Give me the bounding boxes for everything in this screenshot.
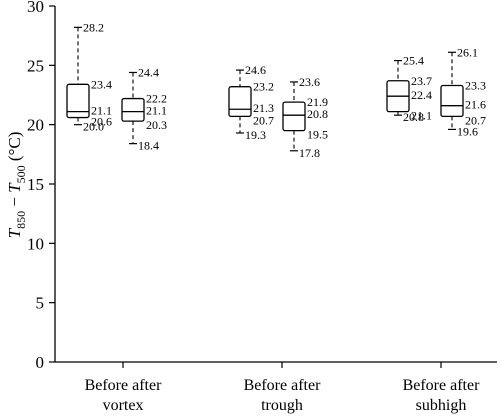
y-tick-label: 30 (27, 0, 44, 16)
svg-text:T850 − T500 (°C): T850 − T500 (°C) (5, 132, 28, 239)
interquartile-box (282, 101, 306, 132)
min-value-label: 17.8 (299, 146, 320, 160)
x-group-label-line1: Before after (403, 377, 481, 394)
max-value-label: 24.6 (245, 63, 266, 77)
q1-value-label: 20.3 (146, 118, 167, 132)
q1-value-label: 21.1 (411, 109, 432, 123)
interquartile-box (66, 83, 90, 119)
q3-value-label: 23.2 (253, 80, 274, 94)
q3-value-label: 21.9 (307, 95, 328, 109)
x-group-label-line1: Before after (244, 377, 322, 394)
interquartile-box (440, 84, 464, 118)
q1-value-label: 20.7 (253, 113, 274, 127)
interquartile-box (121, 97, 145, 122)
max-value-label: 25.4 (403, 54, 424, 68)
y-tick-label: 15 (27, 175, 44, 194)
box-plot-before: 25.4 23.722.4 21.120.8 (386, 54, 432, 124)
interquartile-box (228, 86, 252, 118)
q1-value-label: 20.6 (91, 115, 112, 129)
x-axis-labels: Before after vortex Before after trough Befo… (85, 362, 481, 414)
q1-value-label: 20.7 (465, 113, 486, 127)
x-group-label-line2: vortex (103, 397, 144, 414)
y-tick-label: 25 (27, 56, 44, 75)
box-plot-after: 24.4 22.221.120.3 18.4 (121, 65, 167, 153)
max-value-label: 28.2 (83, 20, 104, 34)
box-plot-before: 24.6 23.2 21.320.719.3 (228, 63, 274, 142)
box-plot-after: 26.1 23.3 21.620.719.6 (440, 45, 486, 138)
box-plot-before: 28.2 23.4 21.120.620.0 (66, 20, 112, 134)
min-value-label: 18.4 (138, 139, 159, 153)
x-group-label-line2: subhigh (416, 397, 467, 414)
y-tick-label: 20 (27, 116, 44, 135)
box-plot-after: 23.6 21.920.8 19.5 17.8 (282, 75, 328, 160)
median-value-label: 21.1 (146, 104, 167, 118)
median-value-label: 20.8 (307, 107, 328, 121)
q3-value-label: 22.2 (146, 92, 167, 106)
min-value-label: 20.8 (403, 110, 424, 124)
q1-value-label: 19.5 (307, 128, 328, 142)
min-value-label: 19.6 (457, 124, 478, 138)
y-axis-label: T850 − T500 (°C) (5, 132, 28, 239)
median-value-label: 21.1 (91, 104, 112, 118)
y-tick-label: 5 (36, 294, 45, 313)
y-axis-ticks: 0 5 10 15 20 25 30 (27, 0, 55, 372)
median-value-label: 21.6 (465, 98, 486, 112)
q3-value-label: 23.4 (91, 77, 112, 91)
q3-value-label: 23.7 (411, 74, 432, 88)
min-value-label: 20.0 (83, 120, 104, 134)
max-value-label: 23.6 (299, 75, 320, 89)
axes (54, 6, 497, 363)
q3-value-label: 23.3 (465, 79, 486, 93)
min-value-label: 19.3 (245, 128, 266, 142)
max-value-label: 26.1 (457, 45, 478, 59)
y-tick-label: 0 (36, 353, 45, 372)
x-group-label-line1: Before after (85, 377, 163, 394)
median-value-label: 21.3 (253, 101, 274, 115)
max-value-label: 24.4 (138, 65, 159, 79)
y-tick-label: 10 (27, 234, 44, 253)
x-group-label-line2: trough (261, 397, 303, 414)
box-plots: 28.223.421.120.620.024.422.221.120.318.4… (66, 20, 486, 160)
median-value-label: 22.4 (411, 88, 432, 102)
